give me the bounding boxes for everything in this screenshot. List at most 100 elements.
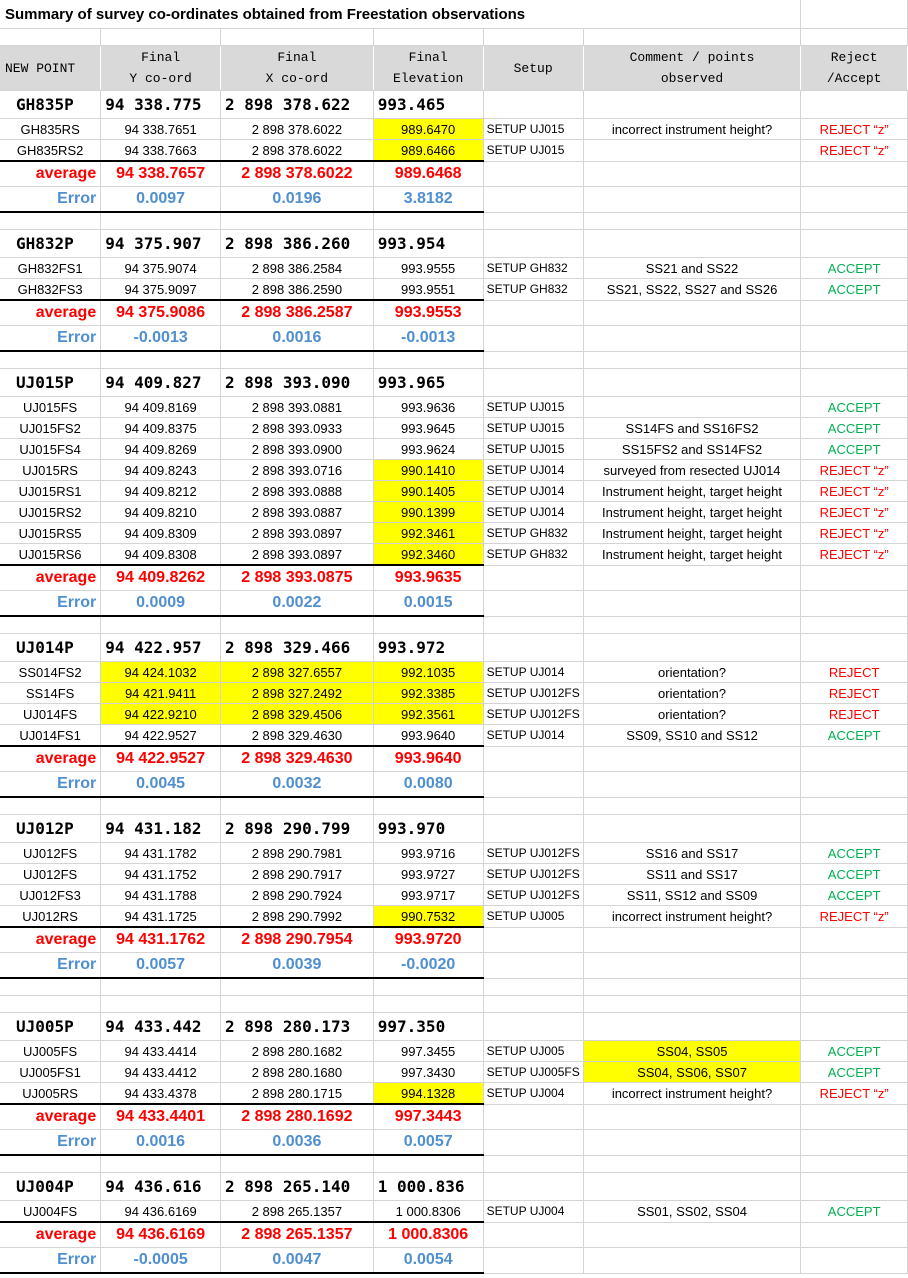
observation-y[interactable]: 94 431.1788 — [100, 884, 222, 906]
point-final-y[interactable]: 94 436.616 — [100, 1172, 222, 1201]
average-x[interactable]: 2 898 386.2587 — [220, 299, 374, 326]
empty-cell[interactable] — [220, 978, 374, 996]
observation-y[interactable]: 94 375.9074 — [100, 257, 222, 279]
observation-x[interactable]: 2 898 280.1680 — [220, 1061, 374, 1083]
observation-setup[interactable]: SETUP UJ005 — [483, 905, 584, 928]
observation-x[interactable]: 2 898 393.0900 — [220, 438, 374, 460]
observation-y[interactable]: 94 433.4414 — [100, 1040, 222, 1062]
empty-cell[interactable] — [800, 351, 908, 369]
average-elevation[interactable]: 993.9720 — [373, 926, 484, 953]
status-badge[interactable]: ACCEPT — [800, 438, 908, 460]
observation-x[interactable]: 2 898 290.7981 — [220, 842, 374, 864]
observation-y[interactable]: 94 409.8212 — [100, 480, 222, 502]
error-y[interactable]: 0.0097 — [100, 186, 222, 213]
point-name[interactable]: GH835P — [0, 90, 102, 119]
point-final-elevation[interactable]: 993.465 — [373, 90, 484, 119]
observation-y[interactable]: 94 422.9527 — [100, 724, 222, 747]
observation-elevation[interactable]: 989.6466 — [373, 139, 484, 162]
error-x[interactable]: 0.0016 — [220, 325, 374, 352]
error-x[interactable]: 0.0022 — [220, 590, 374, 617]
observation-x[interactable]: 2 898 393.0897 — [220, 543, 374, 566]
empty-cell[interactable] — [800, 616, 908, 634]
empty-cell[interactable] — [483, 90, 584, 119]
status-badge[interactable]: ACCEPT — [800, 884, 908, 906]
error-y[interactable]: 0.0009 — [100, 590, 222, 617]
empty-cell[interactable] — [800, 186, 908, 213]
observation-y[interactable]: 94 409.8269 — [100, 438, 222, 460]
empty-cell[interactable] — [800, 952, 908, 979]
observation-name[interactable]: UJ012FS3 — [0, 884, 102, 906]
observation-setup[interactable]: SETUP UJ015 — [483, 417, 584, 439]
status-badge[interactable]: REJECT — [800, 661, 908, 683]
observation-comment[interactable]: SS21, SS22, SS27 and SS26 — [583, 278, 802, 301]
average-x[interactable]: 2 898 290.7954 — [220, 926, 374, 953]
empty-cell[interactable] — [800, 771, 908, 798]
empty-cell[interactable] — [583, 351, 802, 369]
empty-cell[interactable] — [800, 565, 908, 591]
point-final-x[interactable]: 2 898 329.466 — [220, 633, 374, 662]
empty-cell[interactable] — [800, 978, 908, 996]
empty-cell[interactable] — [800, 368, 908, 397]
observation-x[interactable]: 2 898 290.7924 — [220, 884, 374, 906]
empty-cell[interactable] — [583, 300, 802, 326]
empty-cell[interactable] — [483, 212, 584, 230]
empty-cell[interactable] — [583, 1155, 802, 1173]
empty-cell[interactable] — [800, 746, 908, 772]
error-label[interactable]: Error — [0, 325, 102, 352]
observation-y[interactable]: 94 424.1032 — [100, 661, 222, 683]
status-badge[interactable]: ACCEPT — [800, 1040, 908, 1062]
observation-y[interactable]: 94 433.4378 — [100, 1082, 222, 1105]
error-y[interactable]: 0.0045 — [100, 771, 222, 798]
point-final-y[interactable]: 94 431.182 — [100, 814, 222, 843]
observation-comment[interactable]: SS01, SS02, SS04 — [583, 1200, 802, 1223]
average-elevation[interactable]: 993.9635 — [373, 564, 484, 591]
observation-elevation[interactable]: 992.3460 — [373, 543, 484, 566]
point-final-y[interactable]: 94 375.907 — [100, 229, 222, 258]
observation-x[interactable]: 2 898 290.7917 — [220, 863, 374, 885]
status-badge[interactable]: ACCEPT — [800, 417, 908, 439]
observation-elevation[interactable]: 993.9716 — [373, 842, 484, 864]
observation-x[interactable]: 2 898 280.1715 — [220, 1082, 374, 1105]
observation-setup[interactable]: SETUP UJ012FS — [483, 884, 584, 906]
observation-setup[interactable]: SETUP UJ012FS — [483, 703, 584, 725]
observation-y[interactable]: 94 421.9411 — [100, 682, 222, 704]
observation-setup[interactable]: SETUP GH832 — [483, 257, 584, 279]
error-y[interactable]: -0.0005 — [100, 1247, 222, 1274]
status-badge[interactable]: ACCEPT — [800, 842, 908, 864]
empty-cell[interactable] — [373, 797, 484, 815]
empty-cell[interactable] — [220, 1155, 374, 1173]
observation-elevation[interactable]: 993.9717 — [373, 884, 484, 906]
header-new-point[interactable]: NEW POINT — [0, 45, 102, 91]
error-elevation[interactable]: -0.0013 — [373, 325, 484, 352]
error-label[interactable]: Error — [0, 590, 102, 617]
observation-comment[interactable]: Instrument height, target height — [583, 522, 802, 544]
average-label[interactable]: average — [0, 299, 102, 326]
empty-cell[interactable] — [0, 978, 102, 996]
observation-y[interactable]: 94 422.9210 — [100, 703, 222, 725]
observation-x[interactable]: 2 898 386.2590 — [220, 278, 374, 301]
status-badge[interactable]: ACCEPT — [800, 724, 908, 747]
observation-comment[interactable]: Instrument height, target height — [583, 543, 802, 566]
point-final-y[interactable]: 94 409.827 — [100, 368, 222, 397]
observation-comment[interactable]: orientation? — [583, 682, 802, 704]
empty-cell[interactable] — [483, 300, 584, 326]
error-y[interactable]: 0.0016 — [100, 1129, 222, 1156]
empty-cell[interactable] — [220, 616, 374, 634]
observation-y[interactable]: 94 409.8375 — [100, 417, 222, 439]
empty-cell[interactable] — [583, 212, 802, 230]
point-name[interactable]: UJ014P — [0, 633, 102, 662]
empty-cell[interactable] — [583, 995, 802, 1013]
average-y[interactable]: 94 422.9527 — [100, 745, 222, 772]
observation-comment[interactable]: SS04, SS05 — [583, 1040, 802, 1062]
observation-elevation[interactable]: 993.9727 — [373, 863, 484, 885]
empty-cell[interactable] — [583, 1222, 802, 1248]
empty-cell[interactable] — [583, 161, 802, 187]
empty-cell[interactable] — [800, 1104, 908, 1130]
observation-elevation[interactable]: 993.9555 — [373, 257, 484, 279]
observation-elevation[interactable]: 994.1328 — [373, 1082, 484, 1105]
status-badge[interactable]: REJECT “z” — [800, 1082, 908, 1105]
empty-cell[interactable] — [220, 797, 374, 815]
point-final-elevation[interactable]: 1 000.836 — [373, 1172, 484, 1201]
header-final-y[interactable]: Final Y co-ord — [100, 45, 222, 91]
error-y[interactable]: 0.0057 — [100, 952, 222, 979]
